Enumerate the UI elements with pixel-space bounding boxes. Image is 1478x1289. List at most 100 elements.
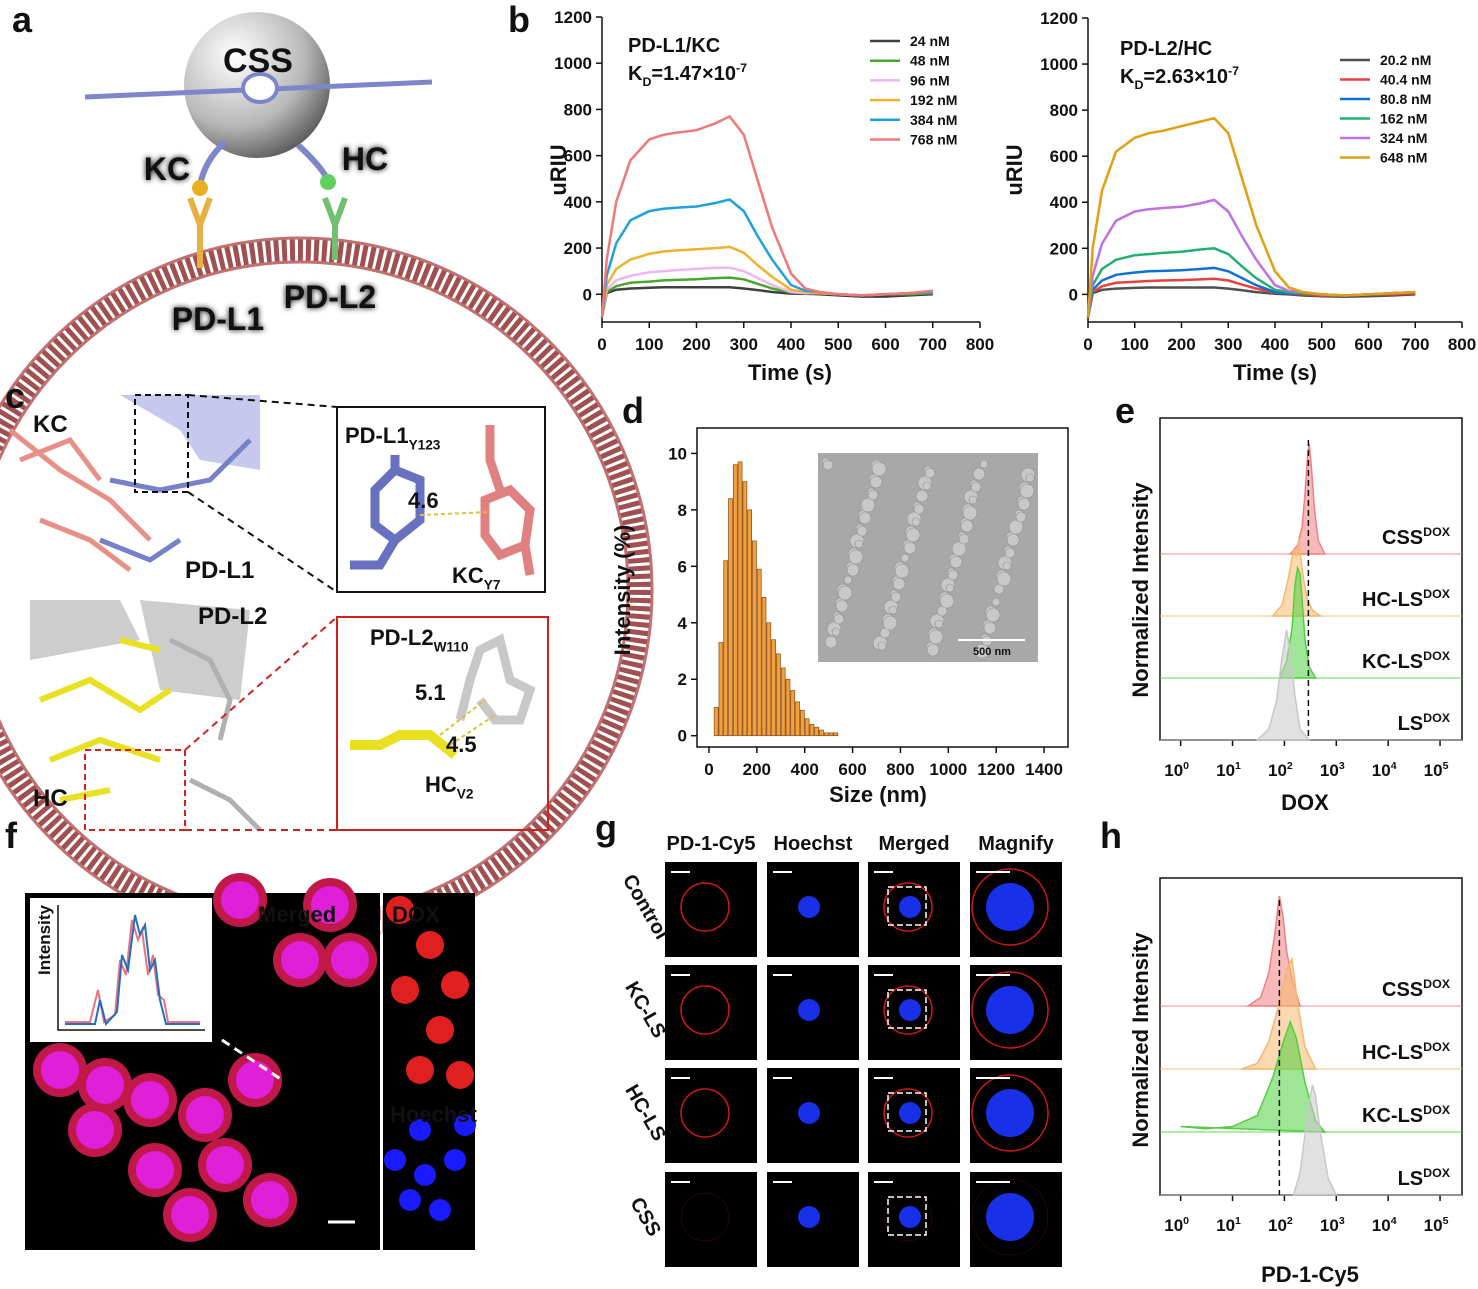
y-tick-label: 200 [1050,239,1078,258]
nucleus [281,941,319,979]
particle [991,597,1001,607]
membrane-edge [0,236,654,944]
y-tick-label: 800 [564,100,592,119]
membrane-edge [0,260,630,920]
x-tick-label: 300 [730,335,758,354]
ridge-label-part: DOX [1423,525,1451,539]
particle [871,461,887,477]
particle [900,553,910,563]
row-label: CSS [625,1194,665,1241]
y-tick-label: 600 [1050,147,1078,166]
image-label: Hoechst [390,1102,477,1127]
structure-label: PD-L1 [185,557,254,584]
particle [837,585,853,601]
y-tick-label: 6 [678,557,687,576]
particle [979,459,989,469]
bar [795,701,800,737]
panel-label: a [12,0,33,40]
x-tick-label-part: 10 [1164,1216,1183,1235]
nucleus [798,999,820,1021]
nucleus [76,1111,114,1149]
x-axis-label: PD-1-Cy5 [1261,1262,1359,1287]
y-axis-label: Normalized Intensity [1128,932,1153,1148]
ridge-label-part: HC-LS [1362,1042,1423,1064]
particle [968,495,978,505]
particle [831,627,841,637]
membrane [680,1192,730,1242]
nucleus [384,1149,406,1171]
legend-label: 80.8 nM [1380,91,1431,107]
cells [33,873,476,1250]
x-tick-label-part: 10 [1372,761,1391,780]
inset-frame [336,616,549,831]
particle [822,459,834,471]
x-axis-label: DOX [1281,790,1329,815]
nucleus [409,1119,431,1141]
nucleus [186,1096,224,1134]
profile [65,914,200,1027]
y-tick-label: 400 [564,193,592,212]
bar [828,732,834,737]
particle [985,607,1001,623]
zoom-box [887,1196,927,1236]
ridge-label-part: DOX [1423,977,1451,991]
ridge-label-part: LS [1398,1168,1424,1190]
x-tick-label: 1000 [929,760,967,779]
residue-label: PD-L2W110 [370,625,469,655]
linker [295,142,331,182]
particle [1004,547,1016,559]
bar [718,642,724,737]
distance-label: 4.6 [408,488,439,513]
schematic-label: PD-L1 [172,301,264,337]
x-tick-label: 200 [743,760,771,779]
x-axis-label: Time (s) [1233,360,1317,385]
x-tick-label-part: 10 [1216,761,1235,780]
legend-label: 162 nM [1380,111,1427,127]
nucleus [399,1189,421,1211]
ridge-label-part: DOX [1423,711,1451,725]
nucleus [311,886,349,924]
nucleus [454,1114,476,1136]
particle [945,583,955,593]
x-tick-label-part: 10 [1320,761,1339,780]
chart-title: PD-L2/HC [1120,38,1212,60]
particle [958,533,970,545]
x-tick-label: 101 [1216,760,1241,780]
particle [970,481,982,493]
x-tick-label-part: 10 [1268,761,1287,780]
particle [824,635,838,649]
residue-label-part: V2 [457,787,474,802]
particle [949,555,963,569]
particle [833,613,845,625]
x-tick-label: 800 [1448,335,1476,354]
particle [972,467,986,481]
series-line [1086,286,1416,318]
y-tick-label: 200 [564,239,592,258]
x-tick-label: 100 [1164,1215,1189,1235]
residue-label: KCY7 [452,563,500,593]
cell [446,1061,474,1089]
x-tick-label: 1400 [1025,760,1063,779]
x-tick-label: 100 [635,335,663,354]
ridge-label-part: HC-LS [1362,589,1423,611]
panel-label: c [5,375,25,416]
distance-label: 4.5 [446,732,477,757]
structure-label: PD-L2 [198,603,267,630]
ridge-label-part: KC-LS [1362,651,1423,673]
bar [771,639,776,737]
x-tick-label: 400 [791,760,819,779]
particle [983,621,997,635]
particle [882,615,898,631]
nucleus [236,1061,274,1099]
legend-label: 48 nM [910,53,950,69]
x-tick-label: 0 [704,760,713,779]
panel-label: h [1100,815,1122,856]
x-tick-label: 700 [1401,335,1429,354]
ridge-label-part: DOX [1423,587,1451,601]
scan-line [221,1038,283,1082]
label-glow: HC [342,141,388,177]
membrane [971,868,1049,946]
particle [915,489,929,503]
residue-label-part: W110 [434,640,469,655]
x-tick-label: 600 [838,760,866,779]
